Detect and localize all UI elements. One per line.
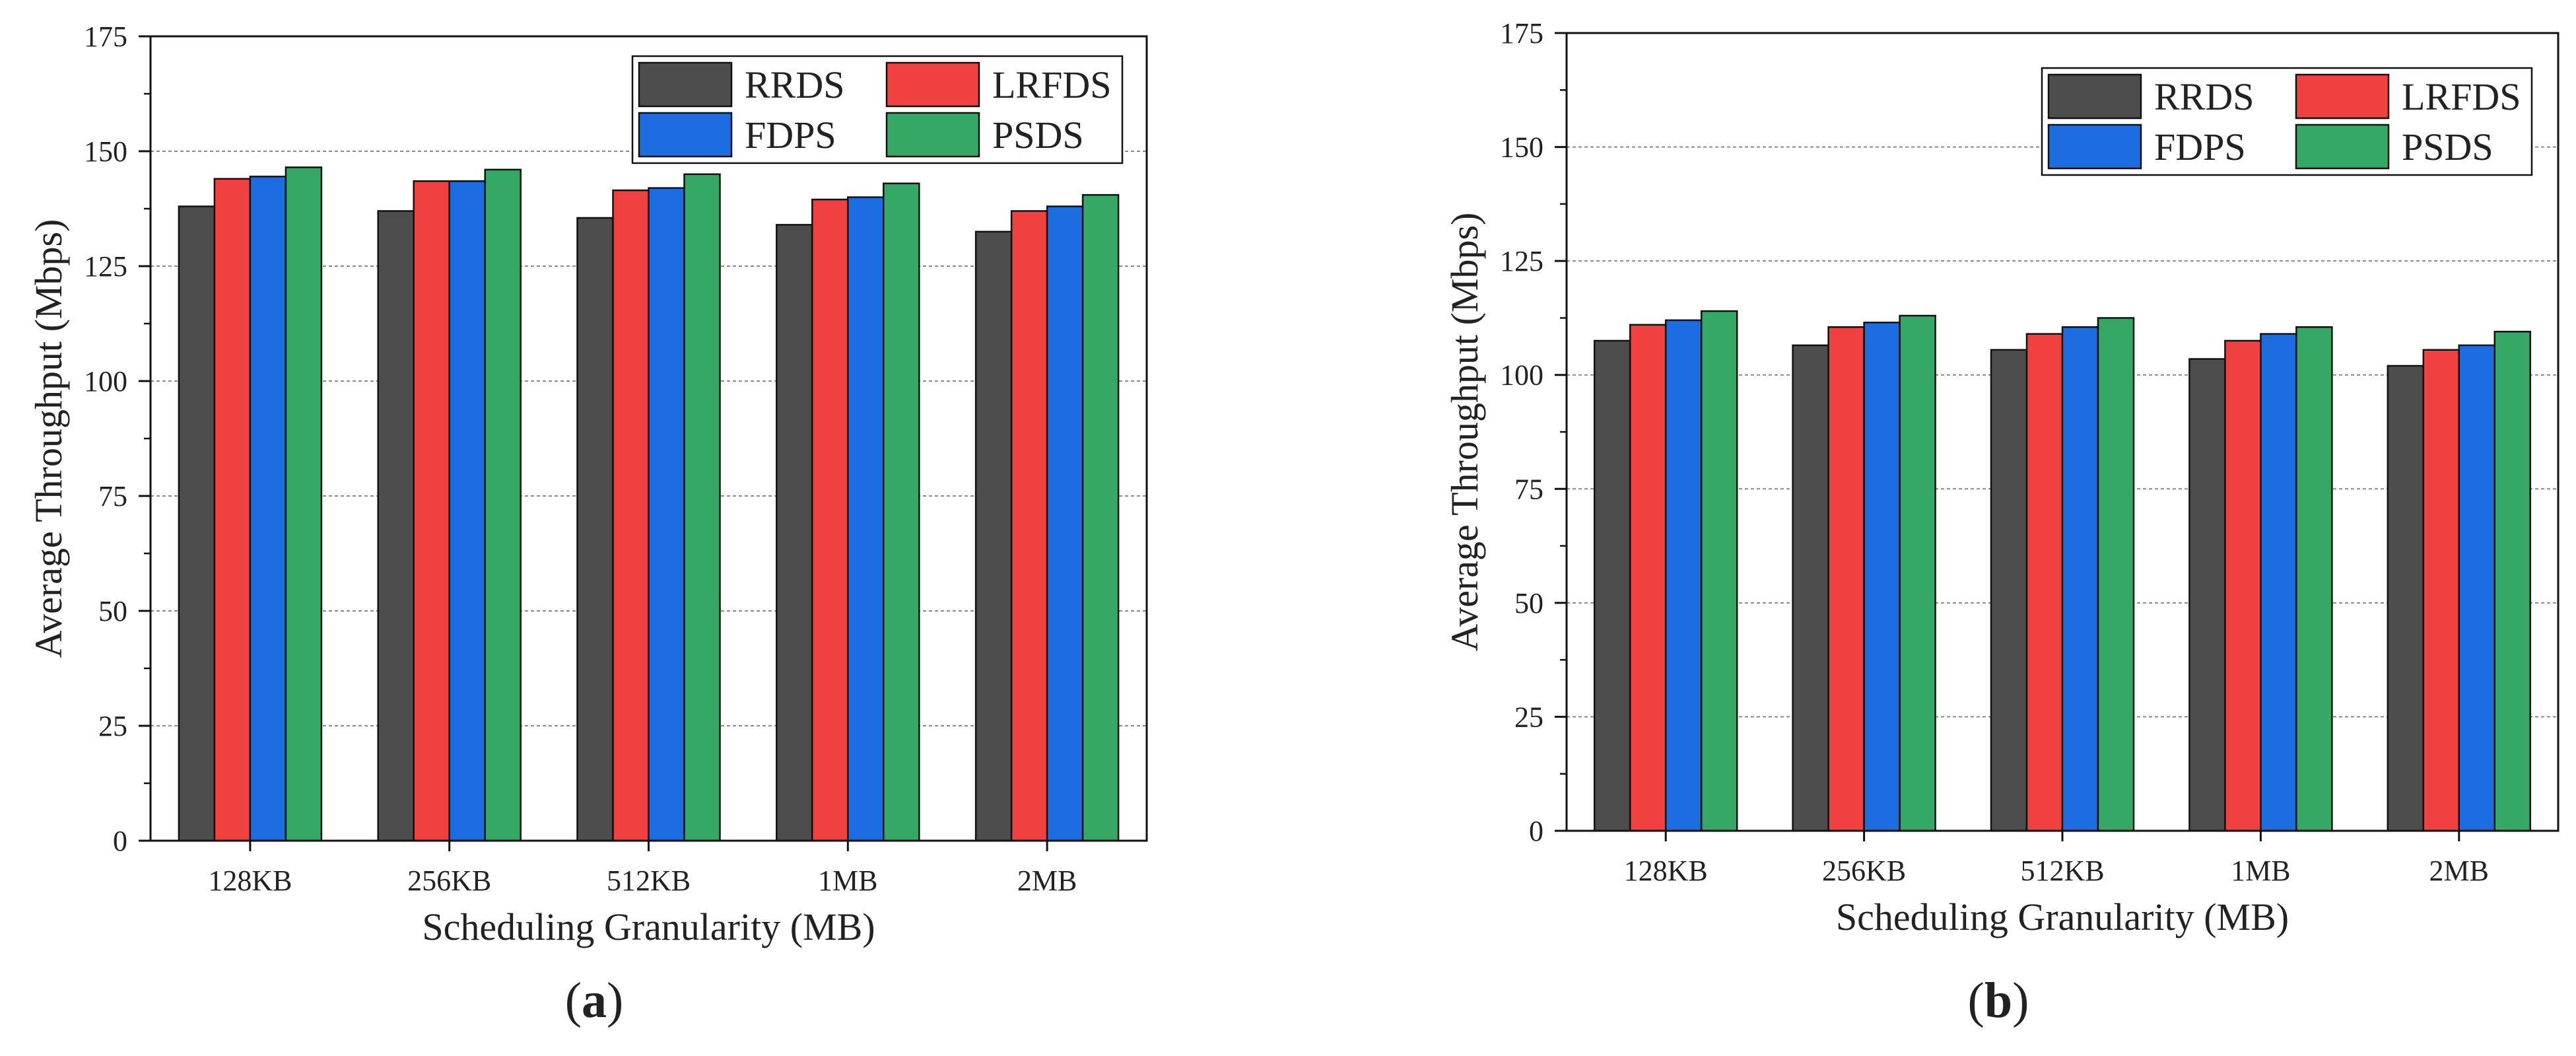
x-tick-label: 256KB	[407, 864, 491, 897]
plot-frame	[1565, 32, 2559, 832]
x-tick-label: 256KB	[1822, 855, 1906, 887]
x-tick-label: 128KB	[1624, 855, 1708, 887]
chart-panel-b: 128KB 256KB 512KB 1MB 2MB 0 25 50 75 100 125 150 175…	[1443, 17, 2559, 938]
y-tick-label: 25	[1514, 701, 1543, 733]
bar-fdps-2mb	[2458, 344, 2496, 832]
legend: RRDS LRFDS FDPS PSDS	[631, 55, 1124, 164]
bar-psds-256kb	[1899, 314, 1936, 832]
y-axis-title: Average Throughput (Mbps)	[1443, 213, 1486, 652]
bar-fdps-512kb	[648, 187, 685, 842]
bar-rrds-512kb	[576, 217, 614, 842]
y-tick-label: 150	[84, 135, 127, 168]
y-tick-label: 75	[1514, 473, 1543, 505]
y-axis-title: Average Throughput (Mbps)	[27, 219, 70, 658]
chart-panel-a: 128KB 256KB 512KB 1MB 2MB 0 25 50 75 100 125 150 175…	[27, 20, 1148, 948]
panel-label-a: (a)	[565, 973, 624, 1028]
bar-fdps-128kb	[1664, 319, 1703, 832]
y-tick-label: 100	[1500, 359, 1543, 392]
bar-rrds-1mb	[2188, 358, 2226, 832]
legend-swatch-psds	[885, 112, 980, 158]
bar-psds-512kb	[683, 173, 721, 842]
bar-psds-256kb	[484, 168, 522, 842]
bar-lrfds-1mb	[811, 198, 849, 842]
legend-label-rrds: RRDS	[2154, 75, 2254, 118]
legend-swatch-lrfds	[885, 61, 980, 108]
x-axis-title: Scheduling Granularity (MB)	[1836, 896, 2289, 938]
legend-swatch-lrfds	[2295, 73, 2390, 120]
bar-lrfds-1mb	[2224, 339, 2262, 832]
bar-psds-2mb	[2493, 330, 2532, 832]
bar-fdps-2mb	[1046, 205, 1084, 842]
bar-psds-2mb	[1081, 194, 1120, 842]
x-axis-title: Scheduling Granularity (MB)	[422, 905, 875, 948]
bar-rrds-1mb	[776, 224, 813, 842]
y-tick-label: 125	[1500, 245, 1543, 277]
legend-swatch-fdps	[638, 112, 733, 158]
legend-label-fdps: FDPS	[2154, 125, 2246, 168]
x-tick-label: 1MB	[2231, 855, 2290, 887]
legend: RRDS LRFDS FDPS PSDS	[2041, 67, 2533, 176]
x-tick-label: 512KB	[607, 864, 691, 897]
bar-psds-128kb	[285, 166, 323, 842]
x-tick-label: 2MB	[2429, 855, 2489, 887]
x-tick-label: 128KB	[208, 864, 292, 897]
bar-rrds-128kb	[1593, 339, 1631, 832]
y-tick-label: 75	[98, 480, 127, 512]
y-tick-label: 175	[84, 20, 127, 53]
legend-swatch-fdps	[2047, 123, 2142, 170]
y-tick-label: 25	[98, 710, 127, 742]
y-tick-label: 0	[113, 825, 127, 857]
y-tick-label: 50	[98, 595, 127, 627]
legend-label-fdps: FDPS	[745, 114, 836, 157]
bar-lrfds-128kb	[213, 178, 252, 842]
legend-swatch-rrds	[2047, 73, 2142, 120]
bar-rrds-256kb	[377, 210, 415, 842]
bar-lrfds-2mb	[1010, 210, 1048, 842]
bar-rrds-512kb	[1990, 349, 2028, 832]
legend-label-lrfds: LRFDS	[2402, 75, 2521, 118]
panel-label-b: (b)	[1968, 973, 2029, 1028]
bar-psds-512kb	[2097, 317, 2135, 832]
y-tick-label: 125	[84, 250, 127, 283]
bar-lrfds-2mb	[2422, 349, 2460, 832]
bar-rrds-2mb	[2387, 365, 2425, 832]
bar-rrds-256kb	[1792, 344, 1829, 832]
x-tick-label: 2MB	[1017, 864, 1077, 897]
bar-fdps-256kb	[448, 180, 486, 842]
bar-lrfds-256kb	[1827, 326, 1865, 832]
y-tick-label: 0	[1529, 815, 1543, 847]
bar-lrfds-512kb	[2025, 333, 2064, 832]
y-tick-label: 175	[1500, 17, 1543, 50]
bar-fdps-128kb	[249, 176, 287, 842]
plot-frame	[149, 35, 1148, 842]
bar-lrfds-256kb	[413, 180, 450, 842]
legend-label-psds: PSDS	[992, 114, 1084, 157]
x-tick-label: 1MB	[818, 864, 877, 897]
bar-fdps-512kb	[2061, 326, 2099, 832]
x-tick-label: 512KB	[2020, 855, 2104, 887]
y-tick-label: 150	[1500, 131, 1543, 164]
bar-lrfds-512kb	[612, 189, 650, 842]
bar-lrfds-128kb	[1629, 324, 1667, 832]
legend-label-psds: PSDS	[2402, 125, 2493, 168]
legend-swatch-rrds	[638, 61, 733, 108]
legend-label-lrfds: LRFDS	[992, 63, 1112, 106]
bar-fdps-1mb	[847, 196, 885, 842]
y-tick-label: 100	[84, 365, 127, 398]
bar-fdps-256kb	[1863, 322, 1901, 832]
legend-swatch-psds	[2295, 123, 2390, 170]
legend-label-rrds: RRDS	[745, 63, 845, 106]
bar-psds-128kb	[1700, 310, 1738, 832]
y-tick-label: 50	[1514, 587, 1543, 619]
bar-fdps-1mb	[2260, 333, 2297, 832]
bar-rrds-2mb	[974, 230, 1013, 842]
bar-rrds-128kb	[178, 205, 216, 842]
bar-psds-1mb	[883, 182, 920, 842]
bar-psds-1mb	[2295, 326, 2333, 832]
